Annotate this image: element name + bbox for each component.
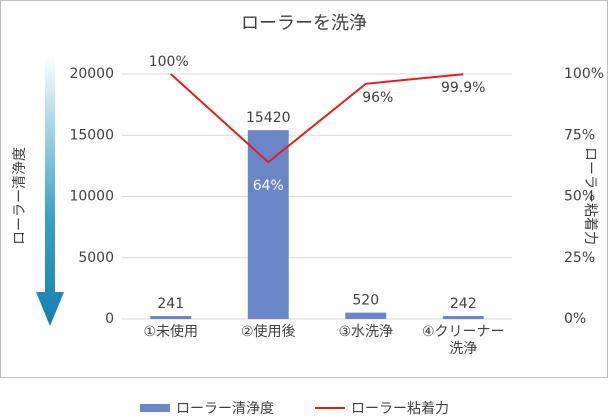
y-tick-label: 0 [105, 311, 114, 327]
x-tick-label: ③水洗浄 [338, 324, 394, 340]
bar-value-label: 242 [450, 296, 477, 312]
y-tick-label: 10000 [69, 189, 114, 205]
line-value-label: 99.9% [441, 80, 485, 96]
bar-value-label: 15420 [246, 110, 291, 126]
x-tick-label: ④クリーナー 洗浄 [421, 324, 505, 357]
y2-tick-label: 50% [564, 189, 595, 205]
y-tick-label: 15000 [69, 127, 114, 143]
line-value-label: 64% [253, 178, 284, 194]
y-tick-label: 20000 [69, 66, 114, 82]
y-axis-label: ローラー清浄度 [12, 147, 28, 245]
y2-tick-label: 75% [564, 127, 595, 143]
bar-value-label: 241 [157, 296, 184, 312]
bar-value-label: 520 [352, 293, 379, 309]
bar [442, 316, 484, 319]
line-value-label: 100% [149, 54, 189, 70]
line-value-label: 96% [362, 90, 393, 106]
bar [150, 316, 192, 319]
y2-tick-label: 100% [564, 66, 604, 82]
x-tick-label: ①未使用 [143, 324, 199, 340]
y2-tick-label: 0% [564, 311, 586, 327]
legend-label: ローラー粘着力 [351, 401, 449, 417]
legend-label: ローラー清浄度 [176, 401, 274, 417]
bar [247, 130, 289, 319]
x-tick-label: ②使用後 [240, 324, 296, 340]
y2-axis-label: ローラー粘着力 [582, 147, 598, 245]
chart-title: ローラーを洗浄 [241, 13, 367, 34]
direction-arrow [36, 55, 64, 326]
y-tick-label: 5000 [78, 250, 114, 266]
y2-tick-label: 25% [564, 250, 595, 266]
legend-swatch [140, 404, 170, 412]
line [170, 73, 464, 164]
bar [345, 312, 387, 319]
